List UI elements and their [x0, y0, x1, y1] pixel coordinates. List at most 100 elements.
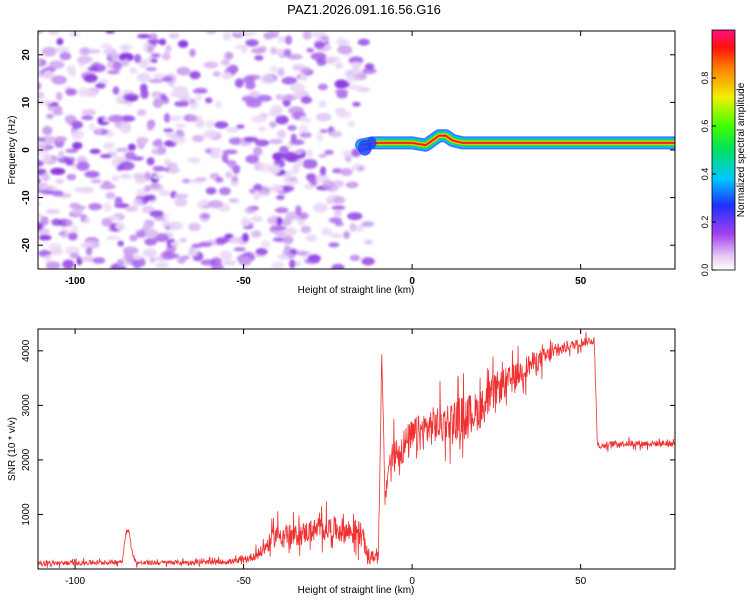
noise-blob [173, 193, 189, 199]
noise-blob [88, 202, 103, 211]
noise-blob [250, 230, 262, 238]
noise-blob [57, 150, 65, 160]
snr-xlabel: Height of straight line (km) [298, 585, 415, 596]
noise-blob [155, 262, 169, 269]
noise-blob [253, 146, 263, 156]
noise-blob [84, 215, 91, 225]
noise-blob [292, 63, 306, 68]
noise-blob [362, 67, 377, 74]
noise-blob [242, 75, 256, 84]
noise-blob [269, 164, 281, 175]
noise-blob [335, 107, 346, 115]
noise-blob [334, 89, 349, 94]
noise-blob [115, 222, 126, 231]
noise-blob [228, 137, 244, 145]
noise-blob [38, 177, 41, 184]
noise-blob [224, 233, 234, 239]
noise-blob [345, 181, 359, 189]
noise-blob [331, 205, 346, 210]
noise-blob [285, 35, 293, 45]
noise-blob [99, 154, 112, 159]
noise-blob [146, 157, 155, 166]
noise-blob [296, 159, 304, 167]
spectrogram-xlabel: Height of straight line (km) [298, 285, 415, 296]
noise-blob [202, 204, 211, 209]
noise-blob [47, 242, 62, 249]
noise-blob [123, 93, 139, 102]
noise-blob [149, 256, 157, 263]
noise-blob [305, 234, 317, 242]
noise-blob [302, 31, 312, 40]
colorbar-tick-label: 0.8 [700, 72, 710, 85]
noise-blob [105, 31, 115, 34]
noise-blob [66, 64, 77, 75]
noise-blob [269, 186, 278, 192]
noise-blob [38, 59, 42, 66]
noise-blob [108, 114, 124, 123]
noise-blob [281, 76, 298, 85]
noise-blob [282, 170, 297, 175]
noise-blob [206, 31, 216, 35]
noise-blob [136, 72, 151, 83]
noise-blob [101, 217, 113, 227]
noise-blob [113, 156, 127, 162]
noise-blob [282, 235, 294, 245]
noise-blob [277, 67, 285, 77]
noise-blob [170, 241, 180, 247]
noise-blob [140, 89, 149, 99]
noise-blob [55, 46, 70, 53]
noise-blob [40, 135, 57, 145]
noise-blob [260, 74, 275, 85]
noise-blob [258, 46, 267, 52]
noise-blob [163, 113, 171, 123]
noise-blob [269, 121, 277, 129]
noise-blob [205, 119, 216, 129]
noise-blob [253, 191, 260, 201]
noise-blob [347, 84, 363, 91]
noise-blob [337, 44, 353, 55]
noise-blob [146, 39, 162, 44]
noise-blob [289, 83, 306, 93]
noise-blob [279, 145, 289, 154]
noise-blob [148, 78, 164, 84]
noise-blob [143, 194, 156, 201]
spectrogram-xtick-label: 0 [409, 276, 415, 287]
noise-blob [41, 173, 50, 182]
noise-blob [295, 250, 308, 256]
noise-blob [249, 90, 260, 98]
noise-blob [203, 129, 219, 139]
noise-blob [189, 99, 199, 110]
noise-blob [346, 74, 355, 84]
noise-blob [159, 190, 170, 197]
noise-blob [38, 91, 45, 99]
noise-blob [55, 178, 65, 184]
noise-blob [132, 198, 143, 208]
noise-blob [159, 93, 167, 101]
noise-blob [306, 148, 313, 158]
noise-blob [240, 31, 256, 37]
noise-blob [251, 215, 263, 223]
noise-blob [147, 45, 154, 53]
noise-blob [121, 58, 130, 68]
noise-blob [234, 78, 244, 88]
noise-blob [48, 31, 60, 36]
noise-blob [177, 257, 186, 264]
noise-blob [129, 234, 138, 242]
spectrogram-ylabel: Frequency (Hz) [7, 116, 18, 185]
noise-blob [221, 72, 232, 80]
noise-blob [144, 229, 159, 238]
noise-blob [321, 227, 332, 237]
noise-blob [300, 96, 312, 104]
noise-blob [221, 58, 231, 66]
noise-blob [195, 94, 202, 101]
noise-blob [328, 242, 340, 248]
noise-blob [175, 123, 187, 128]
noise-blob [192, 88, 208, 94]
noise-blob [209, 151, 221, 159]
noise-blob [255, 248, 268, 256]
noise-blob [50, 167, 66, 175]
noise-blob [142, 223, 150, 232]
noise-blob [227, 159, 235, 169]
noise-blob [336, 39, 351, 45]
noise-blob [348, 56, 364, 65]
